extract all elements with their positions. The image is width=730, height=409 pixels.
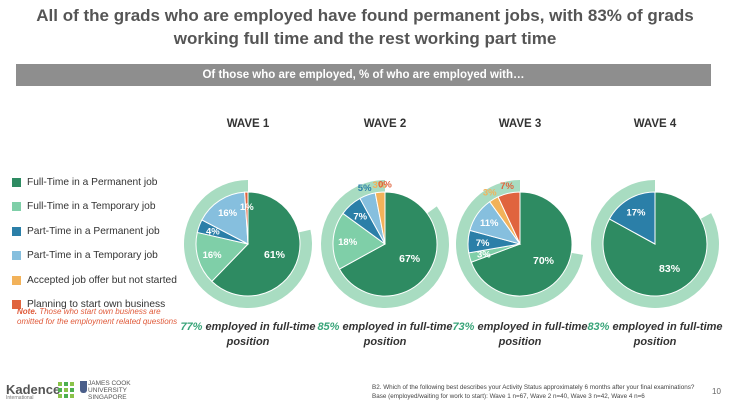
data-label: 3% <box>477 249 491 260</box>
jcu-line-3: SINGAPORE <box>88 394 127 401</box>
caption-text: employed in full-time position <box>609 321 723 348</box>
data-label: 16% <box>218 208 238 219</box>
data-label: 7% <box>476 238 490 249</box>
data-label: 3% <box>483 188 497 199</box>
employment-caption: 85% employed in full-time position <box>315 320 455 350</box>
data-label: 4% <box>206 227 220 238</box>
caption-percent: 73% <box>452 321 475 333</box>
base-note: B2. Which of the following best describe… <box>372 383 707 401</box>
base-line-1: B2. Which of the following best describe… <box>372 384 695 391</box>
data-label: 7% <box>500 181 514 192</box>
legend-label: Full-Time in a Temporary job <box>27 201 156 213</box>
legend-swatch <box>12 177 21 187</box>
kadence-logo-sub: International <box>6 395 34 401</box>
data-label: 70% <box>533 255 555 267</box>
legend-label: Full-Time in a Permanent job <box>27 176 158 188</box>
pie-slice <box>211 191 301 297</box>
legend-swatch <box>12 226 21 236</box>
employment-caption: 83% employed in full-time position <box>585 320 725 350</box>
caption-text: employed in full-time position <box>202 321 316 348</box>
wave-label: WAVE 4 <box>634 118 677 130</box>
pie-slice <box>338 191 438 297</box>
pie-slice <box>244 191 249 245</box>
legend-label: Part-Time in a Permanent job <box>27 225 160 237</box>
data-label: 5% <box>358 183 372 194</box>
data-label: 61% <box>264 249 286 261</box>
data-label: 0% <box>378 180 392 191</box>
jcu-line-2: UNIVERSITY <box>88 387 128 394</box>
employment-caption: 77% employed in full-time position <box>178 320 318 350</box>
legend-item: Full-Time in a Temporary job <box>12 195 197 220</box>
base-line-2: Base (employed/waiting for work to start… <box>372 393 645 400</box>
legend-swatch <box>12 300 21 310</box>
legend-item: Part-Time in a Permanent job <box>12 219 197 244</box>
caption-text: employed in full-time position <box>339 321 453 348</box>
legend-label: Accepted job offer but not started <box>27 274 177 286</box>
legend-item: Part-Time in a Temporary job <box>12 244 197 269</box>
page-title: All of the grads who are employed have f… <box>36 6 694 48</box>
data-label: 67% <box>399 253 421 265</box>
employment-caption: 73% employed in full-time position <box>450 320 590 350</box>
kadence-logo: Kadence International <box>6 382 60 401</box>
data-label: 83% <box>659 263 681 275</box>
pie-slice <box>195 231 249 283</box>
wave-label: WAVE 1 <box>227 118 270 130</box>
legend-item: Accepted job offer but not started <box>12 268 197 293</box>
caption-percent: 83% <box>587 321 610 333</box>
data-label: 7% <box>353 211 367 222</box>
note-text: Those who start own business are omitted… <box>17 307 178 326</box>
pie-slice <box>608 191 656 245</box>
legend-swatch <box>12 275 21 285</box>
jcu-line-1: JAMES COOK <box>88 380 131 387</box>
legend-item: Planning to start own business <box>12 293 197 318</box>
data-label: 17% <box>626 207 646 218</box>
data-label: 18% <box>338 237 358 248</box>
wave-label: WAVE 3 <box>499 118 542 130</box>
legend: Full-Time in a Permanent job Full-Time in… <box>12 170 197 317</box>
wave-label: WAVE 2 <box>364 118 407 130</box>
pie-slice <box>374 191 386 245</box>
legend-item: Full-Time in a Permanent job <box>12 170 197 195</box>
legend-note: Note. Those who start own business are o… <box>17 307 187 327</box>
pie-slice <box>332 212 386 270</box>
legend-swatch <box>12 251 21 261</box>
legend-swatch <box>12 202 21 212</box>
kadence-logo-text: Kadence <box>6 382 61 397</box>
data-label: 3% <box>372 180 386 191</box>
data-label: 1% <box>240 202 254 213</box>
note-bold: Note. <box>17 307 37 316</box>
caption-percent: 77% <box>180 321 203 333</box>
data-label: 11% <box>480 218 499 229</box>
jcu-shield-icon <box>80 381 87 393</box>
caption-percent: 85% <box>317 321 340 333</box>
section-banner: Of those who are employed, % of who are … <box>16 64 711 86</box>
pie-slice <box>497 191 521 245</box>
page-number: 10 <box>712 387 721 396</box>
legend-label: Planning to start own business <box>27 299 166 311</box>
pie-slice <box>201 191 249 245</box>
data-label: 16% <box>203 250 223 261</box>
kadence-grid-icon <box>58 382 74 398</box>
legend-label: Part-Time in a Temporary job <box>27 250 158 262</box>
pie-slice <box>470 191 573 297</box>
jcu-logo: JAMES COOK UNIVERSITY SINGAPORE <box>88 380 131 401</box>
caption-text: employed in full-time position <box>474 321 588 348</box>
